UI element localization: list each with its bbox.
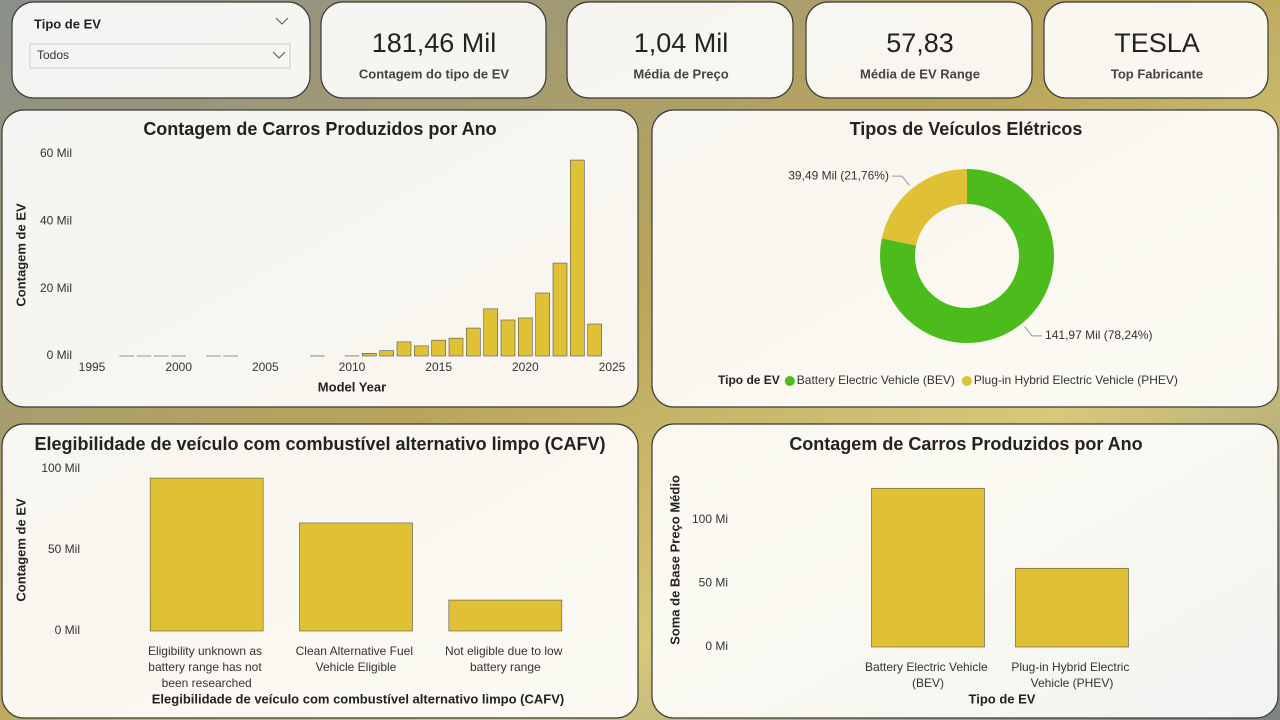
slicer-dropdown[interactable] (29, 43, 291, 69)
y-axis-title: Contagem de EV (13, 203, 28, 307)
slicer-value[interactable]: Todos (37, 48, 69, 62)
slicer-panel[interactable] (11, 1, 311, 99)
bar (871, 487, 985, 648)
bar (535, 292, 550, 357)
card-label: Top Fabricante (1111, 66, 1203, 81)
donut-slice (881, 169, 967, 246)
chart-title: Tipos de Veículos Elétricos (850, 119, 1083, 139)
x-tick-label: 2000 (165, 360, 192, 374)
legend-label: Plug-in Hybrid Electric Vehicle (PHEV) (974, 373, 1178, 387)
bar (414, 345, 429, 357)
x-axis-title: Tipo de EV (969, 691, 1036, 706)
bar (1015, 567, 1129, 648)
leader-line (1024, 326, 1043, 337)
bar (448, 599, 563, 632)
card (805, 1, 1033, 99)
x-axis-title: Elegibilidade de veículo com combustível… (152, 691, 564, 706)
y-tick-label: 0 Mi (705, 639, 728, 653)
x-tick-label: 2020 (512, 360, 539, 374)
card (1043, 1, 1269, 99)
x-axis-title: Model Year (318, 379, 386, 394)
y-tick-label: 60 Mil (40, 146, 72, 160)
chart-title: Elegibilidade de veículo com combustível… (34, 434, 605, 454)
x-tick-label: Not eligible due to low battery range (445, 644, 566, 674)
x-tick-label: Clean Alternative Fuel Vehicle Eligible (296, 644, 417, 674)
y-tick-label: 20 Mil (40, 281, 72, 295)
bar (379, 350, 394, 357)
x-tick-label: Battery Electric Vehicle (BEV) (865, 660, 991, 690)
bar (362, 353, 377, 357)
x-tick-label: 1995 (79, 360, 106, 374)
card-label: Contagem do tipo de EV (359, 66, 510, 81)
card (320, 1, 547, 99)
slicer-title: Tipo de EV (34, 16, 101, 31)
x-tick-label: 2005 (252, 360, 279, 374)
card-label: Média de EV Range (860, 66, 980, 81)
card-value: 1,04 Mil (634, 28, 729, 58)
bar (587, 323, 602, 357)
x-tick-label: 2015 (425, 360, 452, 374)
leader-line (891, 175, 910, 186)
x-tick-label: 2010 (339, 360, 366, 374)
legend-marker (961, 376, 972, 386)
y-axis-title: Soma de Base Preço Médio (667, 475, 682, 645)
y-tick-label: 40 Mil (40, 214, 72, 228)
card-label: Média de Preço (633, 66, 728, 81)
y-tick-label: 100 Mi (692, 512, 728, 526)
card-value: 181,46 Mil (372, 28, 497, 58)
legend-marker (784, 376, 795, 386)
bar (570, 159, 585, 357)
bar (483, 308, 498, 357)
card-value: TESLA (1114, 28, 1200, 58)
y-tick-label: 50 Mi (699, 576, 728, 590)
x-tick-label: Plug-in Hybrid Electric Vehicle (PHEV) (1011, 660, 1132, 690)
y-tick-label: 0 Mil (55, 623, 80, 637)
bar (552, 262, 568, 357)
bar (149, 477, 264, 632)
x-tick-label: 2025 (599, 360, 626, 374)
bar (518, 317, 533, 357)
y-tick-label: 50 Mil (48, 542, 80, 556)
card-value: 57,83 (886, 28, 954, 58)
card (566, 1, 794, 99)
x-tick-label: Eligibility unknown as battery range has… (148, 644, 265, 690)
bar (448, 337, 464, 357)
data-label: 141,97 Mil (78,24%) (1045, 328, 1152, 342)
bar (431, 339, 446, 357)
y-tick-label: 0 Mil (47, 348, 72, 362)
bar (299, 522, 413, 632)
donut-slice (879, 169, 1055, 344)
y-tick-label: 100 Mil (41, 461, 80, 475)
data-label: 39,49 Mil (21,76%) (788, 168, 889, 182)
legend-title: Tipo de EV (718, 373, 780, 387)
bar (396, 341, 412, 357)
bar (500, 319, 516, 357)
chevron[interactable] (272, 51, 286, 59)
chart-title: Contagem de Carros Produzidos por Ano (143, 119, 496, 139)
chart-title: Contagem de Carros Produzidos por Ano (789, 434, 1142, 454)
y-axis-title: Contagem de EV (13, 498, 28, 602)
legend-label: Battery Electric Vehicle (BEV) (797, 373, 955, 387)
bar (466, 327, 481, 357)
chevron[interactable] (275, 17, 289, 25)
chart-panel (651, 109, 1279, 408)
